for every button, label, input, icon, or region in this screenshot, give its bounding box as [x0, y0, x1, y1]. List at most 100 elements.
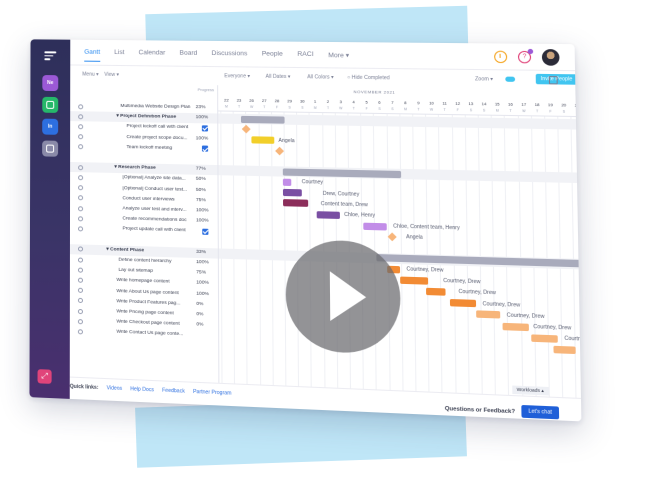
task-status-icon[interactable]	[78, 113, 84, 120]
workspace-button-3[interactable]: In	[42, 118, 59, 135]
everyone-filter[interactable]: Everyone ▾	[224, 73, 251, 80]
clock-icon[interactable]	[494, 50, 508, 64]
help-docs-link[interactable]: Help Docs	[130, 386, 154, 394]
menu-dropdown[interactable]: Menu ▾	[82, 71, 99, 78]
tab-more[interactable]: More ▾	[328, 52, 350, 60]
task-status-icon[interactable]	[77, 277, 84, 283]
task-bar[interactable]	[476, 310, 501, 319]
day-header-cell: 27 T	[258, 98, 271, 109]
weekday-letter: W	[250, 104, 254, 109]
feedback-link[interactable]: Feedback	[162, 387, 185, 395]
day-number: 28	[274, 98, 280, 104]
task-bar[interactable]	[426, 287, 446, 296]
layout-icon[interactable]	[548, 76, 558, 85]
task-assignee-label: Courtney, Drew	[482, 300, 521, 309]
day-number: 11	[442, 100, 447, 106]
tab-board[interactable]: Board	[179, 49, 198, 57]
task-progress: 33%	[196, 249, 207, 256]
task-bar[interactable]	[282, 178, 292, 186]
task-status-icon[interactable]	[77, 318, 83, 324]
task-status-icon[interactable]	[77, 267, 84, 273]
task-complete-checkbox[interactable]	[201, 125, 209, 132]
task-status-icon[interactable]	[78, 195, 84, 201]
tab-discussions[interactable]: Discussions	[211, 49, 248, 58]
task-complete-checkbox[interactable]	[201, 145, 209, 152]
avatar[interactable]	[541, 49, 560, 66]
day-number: 7	[391, 99, 394, 105]
task-bar[interactable]	[400, 276, 429, 285]
expand-icon[interactable]: ⤢	[37, 369, 52, 384]
colors-filter[interactable]: All Colors ▾	[307, 74, 334, 81]
task-status-icon[interactable]	[78, 215, 84, 222]
day-header-cell: 28 F	[271, 98, 284, 109]
view-dropdown[interactable]: View ▾	[104, 71, 120, 78]
task-status-icon[interactable]	[78, 144, 84, 150]
task-bar[interactable]	[449, 299, 477, 308]
grid-line	[399, 114, 404, 391]
task-status-icon[interactable]	[78, 164, 84, 170]
day-header-cell: 14 S	[477, 101, 490, 113]
task-status-icon[interactable]	[78, 175, 84, 181]
task-status-icon[interactable]	[77, 256, 84, 263]
day-number: 15	[494, 101, 500, 107]
tab-gantt[interactable]: Gantt	[84, 48, 101, 62]
workspace-button-2[interactable]	[42, 96, 59, 113]
task-bar[interactable]	[363, 222, 387, 231]
weekday-letter: S	[482, 108, 486, 113]
workspace-button-4[interactable]	[42, 140, 59, 157]
task-status-icon[interactable]	[78, 134, 84, 140]
task-complete-checkbox[interactable]	[202, 228, 209, 235]
day-header-cell: 16 T	[504, 101, 517, 113]
day-number: 12	[455, 100, 461, 106]
workloads-toggle[interactable]: Workloads ▴	[512, 385, 549, 396]
task-status-icon[interactable]	[77, 246, 84, 252]
task-status-icon[interactable]	[77, 308, 83, 314]
task-status-icon[interactable]	[78, 185, 84, 191]
tab-calendar[interactable]: Calendar	[138, 49, 166, 57]
task-status-icon[interactable]	[77, 329, 83, 335]
task-progress: 75%	[195, 197, 206, 204]
tab-raci[interactable]: RACI	[297, 50, 314, 59]
task-status-icon[interactable]	[77, 287, 84, 294]
milestone-marker[interactable]	[241, 125, 251, 134]
weekday-letter: S	[469, 108, 473, 113]
partner-program-link[interactable]: Partner Program	[193, 388, 232, 397]
videos-link[interactable]: Videos	[106, 385, 123, 393]
task-bar[interactable]	[531, 334, 558, 343]
tab-people[interactable]: People	[261, 50, 283, 58]
task-status-icon[interactable]	[77, 298, 83, 304]
task-name: Project update call with client	[122, 226, 186, 234]
hide-completed-toggle[interactable]: ○ Hide Completed	[347, 74, 390, 82]
task-status-icon[interactable]	[78, 226, 84, 232]
task-status-icon[interactable]	[78, 124, 84, 130]
task-bar[interactable]	[251, 136, 275, 144]
zoom-dropdown[interactable]: Zoom ▾	[474, 76, 494, 83]
workspace-button-1[interactable]: Ne	[42, 75, 59, 92]
nav-right: ?	[494, 49, 560, 66]
task-progress: 75%	[196, 270, 207, 276]
milestone-marker[interactable]	[387, 232, 397, 242]
task-bar[interactable]	[316, 210, 340, 219]
tab-list[interactable]: List	[114, 49, 125, 57]
task-bar[interactable]	[282, 188, 302, 197]
grid-line	[232, 111, 236, 384]
task-progress: 100%	[196, 280, 209, 287]
task-bar[interactable]	[283, 199, 309, 208]
day-header-cell: 30 S	[296, 98, 309, 109]
task-status-icon[interactable]	[78, 205, 84, 211]
task-assignee-label: Angela	[406, 234, 423, 242]
weekday-letter: F	[549, 109, 552, 114]
workspace-label: In	[47, 123, 53, 130]
task-name: ▾ Content Phase	[106, 247, 145, 254]
dates-filter[interactable]: All Dates ▾	[265, 73, 291, 81]
task-bar[interactable]	[553, 345, 576, 354]
hamburger-menu-icon[interactable]	[44, 51, 57, 62]
lets-chat-button[interactable]: Let's chat	[521, 404, 560, 420]
toggle-icon[interactable]	[505, 76, 516, 82]
help-icon[interactable]: ?	[517, 50, 532, 64]
milestone-marker[interactable]	[275, 146, 284, 156]
phase-bar[interactable]	[240, 115, 285, 124]
task-bar[interactable]	[502, 322, 529, 331]
task-status-icon[interactable]	[78, 103, 84, 109]
grid-line	[296, 112, 300, 387]
